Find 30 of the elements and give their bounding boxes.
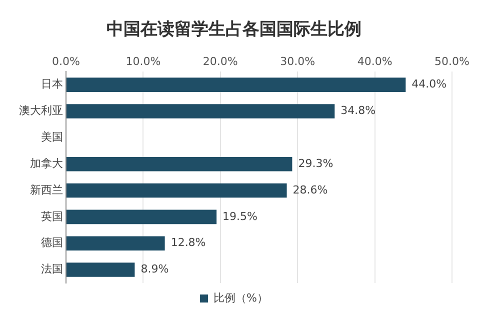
data-label: 44.0% [412,78,447,91]
x-tick-label: 40.0% [357,54,392,68]
data-label: 12.8% [170,236,206,250]
y-tick-label: 德国 [41,236,63,250]
data-label: 34.8% [340,104,376,118]
y-tick-label: 澳大利亚 [19,104,63,118]
bar [66,104,335,118]
data-label: 19.5% [222,210,258,223]
bar [66,183,287,198]
bar [66,236,165,250]
y-tick-label: 英国 [41,210,63,223]
bar [66,78,406,92]
x-tick-label: 50.0% [434,54,470,68]
y-tick-label: 法国 [41,262,63,276]
data-label: 8.9% [140,262,169,276]
x-tick-label: 30.0% [280,54,316,68]
y-tick-label: 日本 [41,78,63,91]
legend-label: 比例（%） [214,291,268,304]
x-tick-label: 10.0% [126,54,161,68]
data-label: 29.3% [298,156,334,170]
bar [66,156,292,172]
data-label: 28.6% [292,183,328,196]
x-tick-label: 0.0% [52,54,80,68]
y-tick-label: 加拿大 [30,156,63,170]
chart-title: 中国在读留学生占各国国际生比例 [106,20,362,40]
y-tick-label: 新西兰 [30,183,63,196]
bar [66,262,135,277]
x-tick-label: 20.0% [202,54,238,68]
bar [66,210,217,224]
y-tick-label: 美国 [41,130,63,144]
